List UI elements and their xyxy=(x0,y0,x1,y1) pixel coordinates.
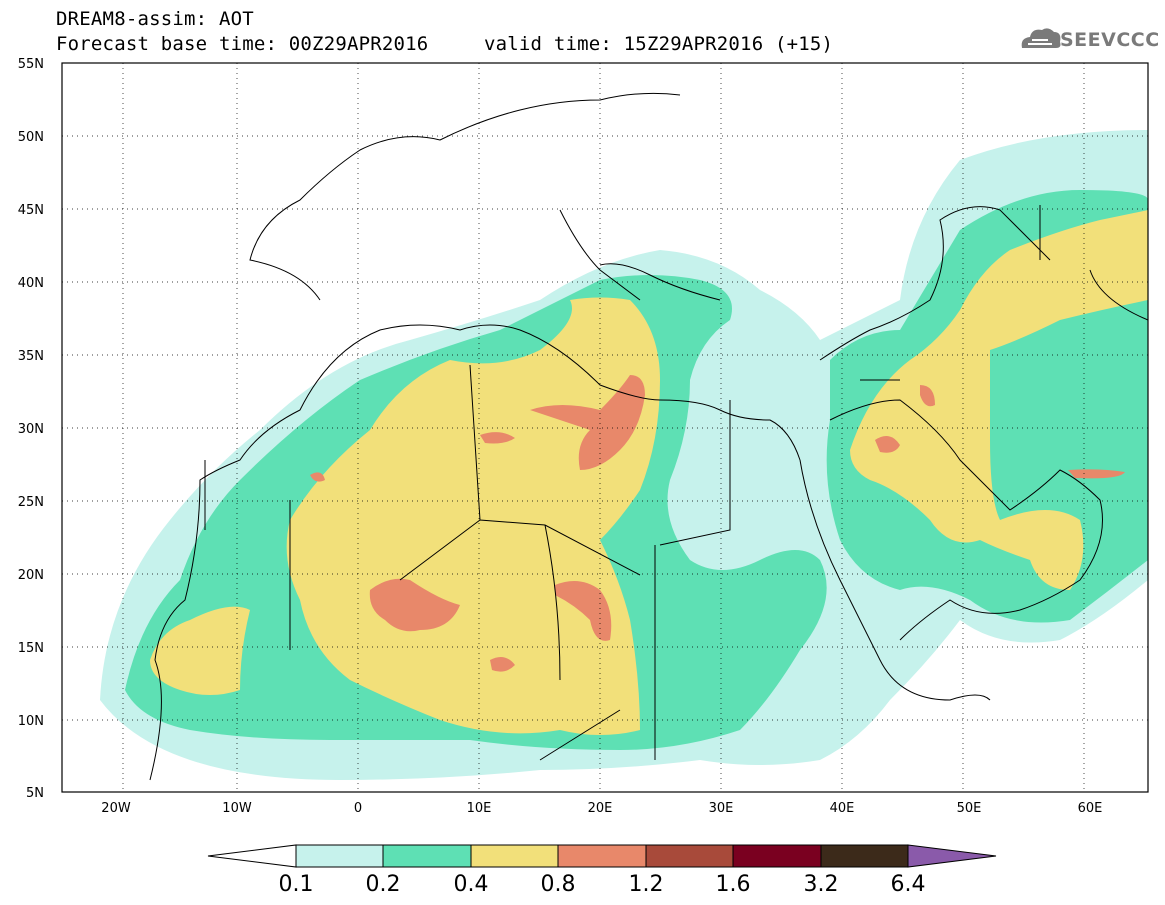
lat-tick: 15N xyxy=(18,641,44,656)
lat-tick: 30N xyxy=(18,422,44,437)
colorbar xyxy=(207,844,997,868)
lon-tick: 50E xyxy=(957,801,982,816)
lon-tick: 0 xyxy=(354,801,362,816)
colorbar-under-arrow xyxy=(207,844,297,868)
lon-tick: 30E xyxy=(709,801,734,816)
colorbar-label: 0.2 xyxy=(366,872,401,897)
colorbar-swatch xyxy=(382,844,472,868)
aot-field xyxy=(100,130,1148,780)
forecast-times: Forecast base time: 00Z29APR2016 valid ti… xyxy=(56,33,833,55)
chart-title: DREAM8-assim: AOT xyxy=(56,8,254,30)
lat-tick: 50N xyxy=(18,130,44,145)
lat-tick: 40N xyxy=(18,276,44,291)
colorbar-swatch xyxy=(557,844,647,868)
lon-tick: 20E xyxy=(588,801,613,816)
colorbar-label: 6.4 xyxy=(891,872,926,897)
lat-axis: 55N 50N 45N 40N 35N 30N 25N 20N 15N 10N … xyxy=(18,57,44,801)
lon-tick: 10W xyxy=(222,801,252,816)
lat-tick: 25N xyxy=(18,495,44,510)
colorbar-swatch xyxy=(645,844,734,868)
lon-axis: 20W 10W 0 10E 20E 30E 40E 50E 60E xyxy=(101,801,1102,816)
logo-text: SEEVCCC xyxy=(1060,29,1160,51)
graticule xyxy=(62,63,1148,792)
lat-tick: 45N xyxy=(18,203,44,218)
colorbar-label: 0.1 xyxy=(279,872,314,897)
cloud-icon xyxy=(1021,28,1061,48)
colorbar-label: 0.4 xyxy=(454,872,489,897)
lat-tick: 55N xyxy=(18,57,44,72)
colorbar-swatch xyxy=(295,844,384,868)
lon-tick: 60E xyxy=(1078,801,1103,816)
lat-tick: 5N xyxy=(26,786,44,801)
colorbar-over-arrow xyxy=(907,844,997,868)
colorbar-label: 3.2 xyxy=(804,872,839,897)
base-time: Forecast base time: 00Z29APR2016 xyxy=(56,33,429,55)
coastlines xyxy=(149,92,1148,781)
colorbar-swatch xyxy=(820,844,909,868)
colorbar-swatch xyxy=(732,844,822,868)
colorbar-labels: 0.1 0.2 0.4 0.8 1.2 1.6 3.2 6.4 xyxy=(279,872,926,897)
map-frame xyxy=(61,62,1149,793)
lon-tick: 40E xyxy=(830,801,855,816)
lon-tick: 20W xyxy=(101,801,131,816)
lat-tick: 10N xyxy=(18,714,44,729)
lon-tick: 10E xyxy=(467,801,492,816)
lat-tick: 35N xyxy=(18,349,44,364)
colorbar-swatch xyxy=(470,844,559,868)
colorbar-label: 1.6 xyxy=(716,872,751,897)
valid-time: valid time: 15Z29APR2016 (+15) xyxy=(484,33,834,55)
colorbar-label: 0.8 xyxy=(541,872,576,897)
lat-tick: 20N xyxy=(18,568,44,583)
colorbar-label: 1.2 xyxy=(629,872,664,897)
